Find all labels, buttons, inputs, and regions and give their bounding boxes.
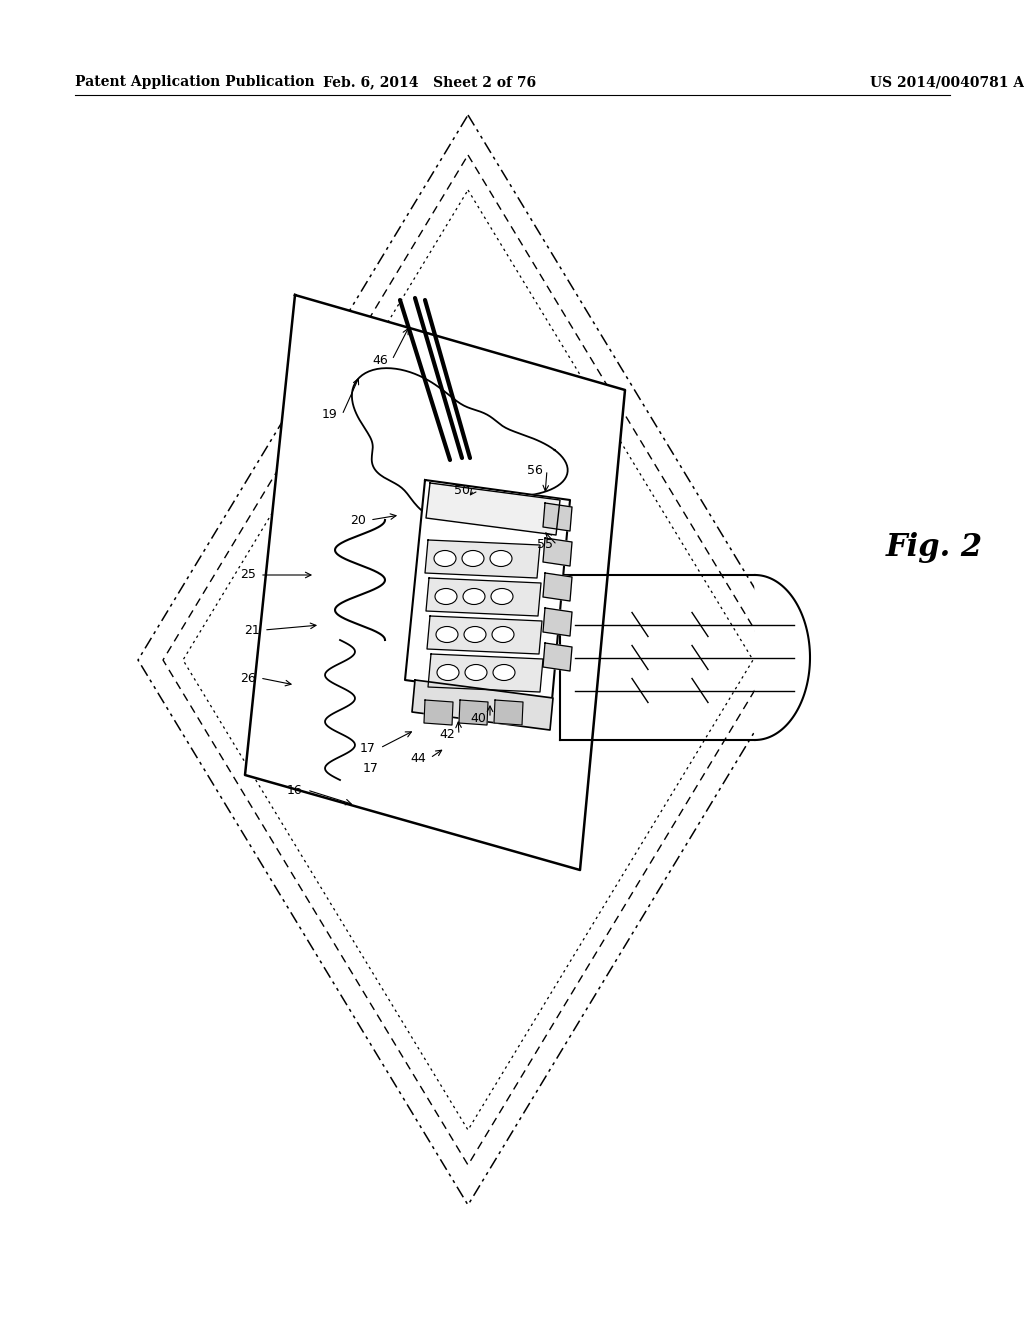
Polygon shape bbox=[755, 576, 810, 741]
Ellipse shape bbox=[434, 550, 456, 566]
Ellipse shape bbox=[462, 550, 484, 566]
Ellipse shape bbox=[493, 664, 515, 681]
Text: 46: 46 bbox=[372, 354, 388, 367]
Polygon shape bbox=[543, 573, 572, 601]
Ellipse shape bbox=[437, 664, 459, 681]
Polygon shape bbox=[543, 539, 572, 566]
Polygon shape bbox=[428, 653, 543, 692]
Text: 20: 20 bbox=[350, 513, 366, 527]
Polygon shape bbox=[426, 483, 560, 535]
Ellipse shape bbox=[436, 627, 458, 643]
Ellipse shape bbox=[464, 627, 486, 643]
Text: 40: 40 bbox=[470, 711, 486, 725]
Ellipse shape bbox=[463, 589, 485, 605]
Polygon shape bbox=[543, 643, 572, 671]
Text: 16: 16 bbox=[287, 784, 303, 796]
Text: Patent Application Publication: Patent Application Publication bbox=[75, 75, 314, 88]
Text: 19: 19 bbox=[323, 408, 338, 421]
Polygon shape bbox=[427, 616, 542, 653]
Text: Feb. 6, 2014   Sheet 2 of 76: Feb. 6, 2014 Sheet 2 of 76 bbox=[324, 75, 537, 88]
Text: Fig. 2: Fig. 2 bbox=[886, 532, 983, 564]
Text: 44: 44 bbox=[411, 751, 426, 764]
Ellipse shape bbox=[490, 589, 513, 605]
Text: 25: 25 bbox=[240, 569, 256, 582]
Polygon shape bbox=[459, 700, 488, 725]
Text: 56: 56 bbox=[527, 463, 543, 477]
Ellipse shape bbox=[492, 627, 514, 643]
Text: 50: 50 bbox=[454, 483, 470, 496]
Text: 21: 21 bbox=[244, 623, 260, 636]
Polygon shape bbox=[245, 294, 625, 870]
Text: 26: 26 bbox=[240, 672, 256, 685]
Polygon shape bbox=[543, 503, 572, 531]
Polygon shape bbox=[543, 609, 572, 636]
Text: 55: 55 bbox=[537, 539, 553, 552]
Polygon shape bbox=[426, 578, 541, 616]
Polygon shape bbox=[412, 680, 553, 730]
Ellipse shape bbox=[435, 589, 457, 605]
Ellipse shape bbox=[490, 550, 512, 566]
Polygon shape bbox=[424, 700, 453, 725]
Polygon shape bbox=[494, 700, 523, 725]
Polygon shape bbox=[406, 480, 570, 700]
Text: 42: 42 bbox=[439, 729, 455, 742]
Text: 17: 17 bbox=[360, 742, 376, 755]
Ellipse shape bbox=[465, 664, 487, 681]
Text: 17: 17 bbox=[364, 762, 379, 775]
Text: US 2014/0040781 A1: US 2014/0040781 A1 bbox=[870, 75, 1024, 88]
Polygon shape bbox=[425, 540, 540, 578]
Polygon shape bbox=[352, 368, 567, 520]
